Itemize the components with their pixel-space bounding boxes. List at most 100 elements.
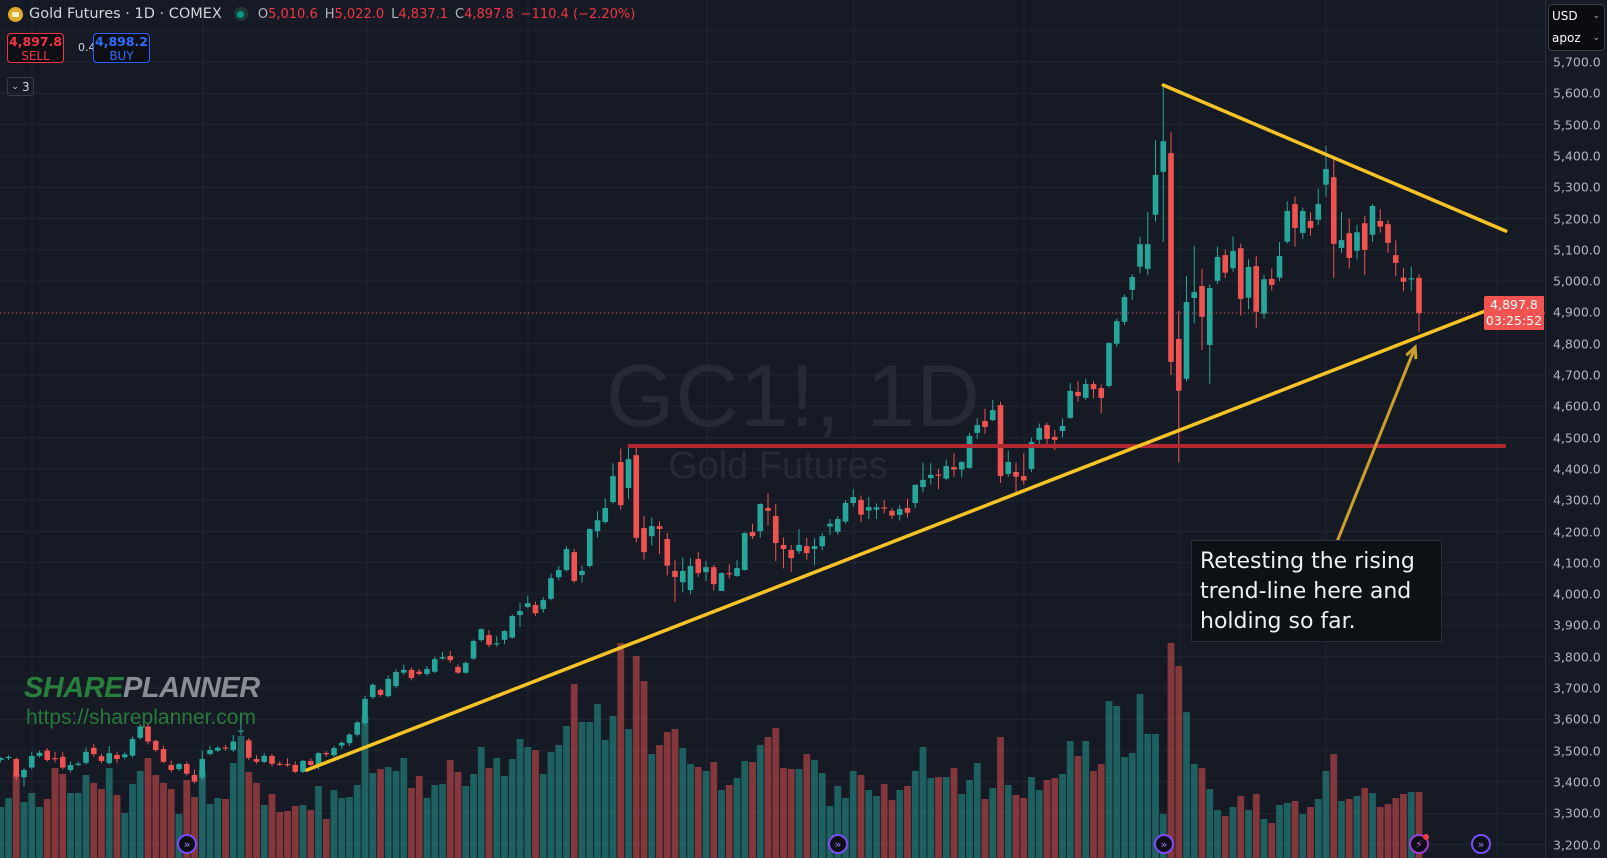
dividend-split-icon[interactable]: »	[828, 834, 848, 854]
candle	[765, 493, 771, 526]
candle	[1346, 218, 1353, 269]
flash-news-icon[interactable]: ⚡	[1409, 834, 1429, 854]
candle	[1013, 462, 1019, 494]
volume-bar	[462, 786, 470, 858]
candle-body	[858, 499, 864, 515]
candle-body	[1292, 204, 1298, 228]
candle-body	[245, 740, 252, 758]
volume-bar	[1245, 810, 1252, 858]
volume-bar	[1206, 789, 1214, 858]
candle	[951, 453, 957, 477]
volume-bar	[377, 769, 384, 858]
candle	[385, 675, 392, 698]
candle-body	[974, 425, 981, 433]
volume-bar	[400, 758, 408, 858]
volume-bar	[82, 775, 90, 858]
indicators-count: 3	[21, 79, 30, 94]
price-axis-label: 3,500.0	[1553, 743, 1601, 759]
indicators-toggle-button[interactable]: ⌄ 3	[7, 77, 34, 96]
gold-symbol-icon	[8, 6, 23, 22]
volume-bar	[632, 656, 640, 858]
volume-bar	[330, 790, 338, 858]
annotation-line-1: Retesting the rising	[1200, 549, 1415, 574]
symbol-title[interactable]: Gold Futures · 1D · COMEX	[29, 6, 222, 22]
volume-bar	[28, 793, 36, 858]
candle-body	[664, 539, 671, 566]
price-axis-label: 5,300.0	[1553, 179, 1601, 195]
volume-bar	[51, 768, 59, 858]
volume-bar	[570, 684, 578, 858]
volume-bar	[826, 806, 834, 858]
open-value: 5,010.6	[268, 6, 318, 22]
volume-bar	[1283, 803, 1291, 858]
candle-body	[1323, 169, 1329, 185]
candle-body	[571, 552, 578, 581]
volume-bar	[144, 758, 152, 858]
volume-bar	[1183, 712, 1190, 858]
candle-body	[307, 760, 314, 765]
volume-bar	[896, 790, 904, 858]
candle	[447, 651, 454, 663]
volume-bar	[1338, 801, 1345, 858]
candle	[958, 461, 965, 478]
price-axis[interactable]: 5,700.0 5,600.0 5,500.0 5,400.0 5,300.0 5,200…	[1545, 0, 1607, 858]
candle-body	[703, 567, 709, 573]
volume-bar	[1361, 788, 1369, 858]
candle	[997, 401, 1004, 483]
volume-bar	[454, 772, 462, 858]
volume-bar	[764, 737, 772, 858]
volume-bar	[818, 773, 826, 858]
candle	[726, 564, 733, 579]
candle	[183, 761, 190, 776]
candle	[532, 601, 539, 617]
close-value: 4,897.8	[464, 6, 514, 22]
candle	[416, 669, 423, 676]
buy-button[interactable]: 4,898.2 BUY	[93, 33, 150, 63]
volume-bar	[842, 798, 849, 858]
sell-button[interactable]: 4,897.8 SELL	[7, 33, 64, 63]
candle	[424, 666, 430, 677]
candle	[1222, 249, 1229, 278]
volume-bar	[1392, 798, 1400, 858]
volume-bar	[1082, 741, 1090, 858]
candle	[346, 733, 353, 746]
candle-body	[1036, 427, 1043, 440]
volume-bar	[12, 774, 20, 858]
candle	[52, 752, 58, 763]
annotation-callout[interactable]: Retesting the rising trend-line here and…	[1191, 540, 1442, 642]
candle	[896, 504, 903, 521]
volume-bar	[191, 797, 198, 858]
drawings[interactable]	[0, 83, 1545, 772]
candle-body	[524, 603, 531, 607]
candle	[904, 498, 911, 518]
candle-body	[904, 508, 911, 513]
volume-bar	[1059, 774, 1066, 858]
candle-body	[292, 764, 299, 772]
price-axis-label: 4,300.0	[1553, 492, 1601, 508]
volume-bar	[1237, 796, 1245, 858]
volume-bar	[346, 797, 353, 858]
candle	[571, 548, 578, 583]
price-axis-label: 4,700.0	[1553, 367, 1601, 383]
currency-unit-menu[interactable]: USD ⌄ apoz ⌄	[1548, 4, 1605, 51]
dividend-split-icon[interactable]: »	[177, 834, 197, 854]
unit-select[interactable]: apoz ⌄	[1549, 27, 1604, 49]
price-chart[interactable]	[0, 0, 1545, 858]
candle-body	[1082, 384, 1089, 398]
volume-bar	[1229, 807, 1237, 858]
candle-body	[1230, 251, 1236, 269]
dividend-split-icon[interactable]: »	[1471, 834, 1491, 854]
volume-bar	[640, 681, 648, 858]
candle-body	[1144, 244, 1151, 269]
volume-bar	[74, 793, 82, 858]
candle-body	[1028, 441, 1035, 469]
volume-bar	[1252, 794, 1260, 858]
volume-bar	[315, 786, 322, 858]
volume-bar	[1198, 768, 1206, 858]
dividend-split-icon[interactable]: »	[1154, 834, 1174, 854]
candle-body	[21, 770, 27, 778]
candle	[1261, 274, 1267, 319]
volume-bar	[888, 800, 896, 858]
candle-body	[1377, 221, 1384, 227]
currency-select[interactable]: USD ⌄	[1549, 5, 1604, 27]
